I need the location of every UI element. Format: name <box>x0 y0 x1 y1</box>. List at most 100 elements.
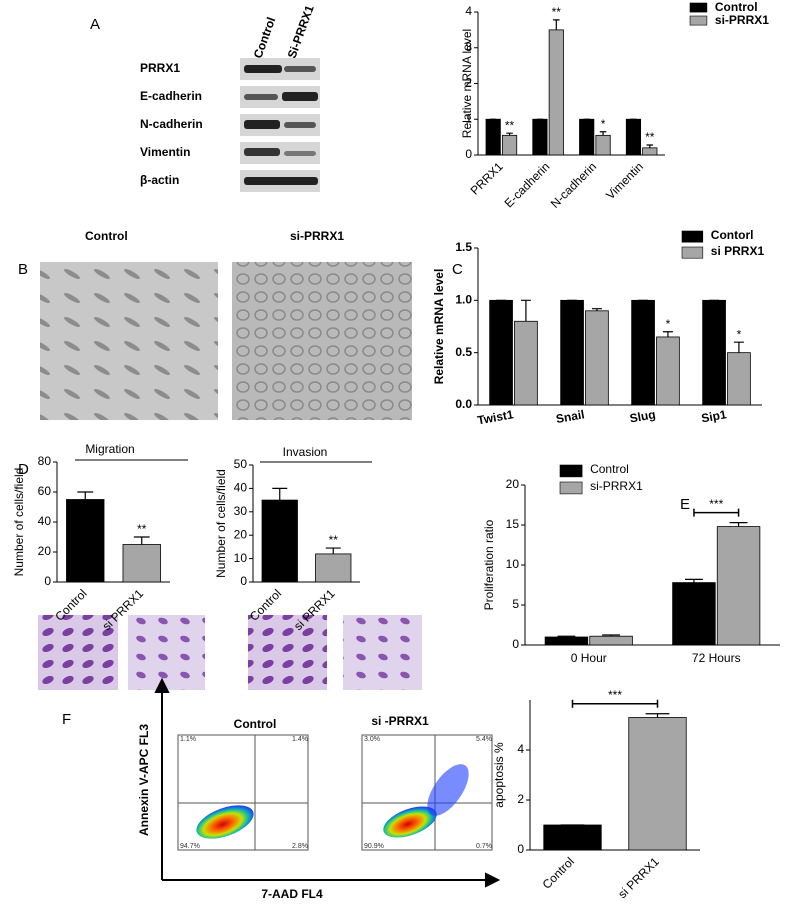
y-tick-label: 0 <box>465 147 472 161</box>
bar <box>585 310 609 406</box>
bar <box>315 553 352 583</box>
quadrant-label: 1.4% <box>292 736 308 743</box>
annotation: ** <box>329 533 339 547</box>
image-label: Control <box>85 229 128 243</box>
y-tick-label: 1 <box>465 111 472 125</box>
legend-label: Contorl <box>711 228 754 242</box>
annotation: * <box>666 317 671 331</box>
error-bar <box>602 634 620 637</box>
annotation: ** <box>505 118 515 132</box>
cell-image <box>40 262 218 420</box>
protein-label: PRRX1 <box>140 61 180 75</box>
legend-label: si-PRRX1 <box>715 13 769 27</box>
bar <box>589 635 633 646</box>
error-bar <box>272 487 288 501</box>
annotation: *** <box>608 688 622 702</box>
protein-label: E-cadherin <box>140 89 202 103</box>
error-bar <box>685 578 703 583</box>
legend-swatch <box>689 15 708 26</box>
bar <box>485 118 501 156</box>
x-tick-label: N-cadherin <box>548 159 599 210</box>
y-tick-label: 4 <box>465 4 472 18</box>
blot <box>240 58 320 192</box>
error-bar <box>506 132 513 136</box>
bar <box>261 499 298 583</box>
axis-label: Annexin V-APC FL3 <box>137 724 151 836</box>
y-tick-label: 2 <box>517 792 524 806</box>
x-tick-label: Slug <box>629 407 657 425</box>
y-tick-label: 15 <box>506 517 520 531</box>
bar <box>642 147 658 156</box>
error-bar <box>729 522 748 527</box>
y-tick-label: 3 <box>465 40 472 54</box>
x-tick-label: Control <box>540 854 577 891</box>
bar <box>514 320 538 406</box>
annotation: ** <box>552 5 562 19</box>
annotation: *** <box>709 497 723 511</box>
legend-swatch <box>559 464 583 478</box>
legend-swatch <box>559 481 583 495</box>
flow-plot <box>177 734 493 851</box>
bar <box>727 352 751 406</box>
y-tick-label: 0 <box>512 637 519 651</box>
y-tick-label: 4 <box>517 742 524 756</box>
y-tick-label: 10 <box>234 551 248 565</box>
bar <box>560 299 584 406</box>
y-tick-label: 0.0 <box>455 397 472 411</box>
y-tick-label: 10 <box>506 557 520 571</box>
quadrant-label: 0.7% <box>476 843 492 850</box>
quadrant-label: 3.0% <box>364 736 380 743</box>
y-axis-label: Number of cells/field <box>214 469 228 578</box>
bracket <box>693 508 740 517</box>
error-bar <box>646 144 654 148</box>
y-axis-label: Proliferation ratio <box>482 519 496 610</box>
annotation: ** <box>137 522 147 536</box>
y-tick-label: 5 <box>512 597 519 611</box>
bar <box>501 134 518 156</box>
bar <box>66 499 105 583</box>
legend-label: Control <box>590 462 629 476</box>
quadrant-label: 1.1% <box>180 736 196 743</box>
bar <box>595 134 611 156</box>
error-bar <box>553 19 560 30</box>
y-axis-label: Relative mRNA level <box>460 29 474 138</box>
error-bar <box>520 299 531 322</box>
axis-arrow <box>154 677 501 888</box>
quadrant-label: 2.8% <box>292 843 308 850</box>
bar <box>716 526 761 646</box>
y-tick-label: 1.0 <box>455 293 472 307</box>
stain-image <box>128 615 205 690</box>
bar <box>579 118 595 156</box>
lane-label: Control <box>251 15 279 60</box>
quadrant-label: 94.7% <box>180 843 200 850</box>
y-tick-label: 60 <box>38 484 52 498</box>
bar <box>489 299 513 406</box>
y-tick-label: 40 <box>38 514 52 528</box>
annotation: * <box>601 117 606 131</box>
x-tick-label: Vimentin <box>603 159 646 202</box>
quadrant-label: 90.9% <box>364 843 384 850</box>
bar <box>656 336 680 406</box>
error-bar <box>733 341 744 353</box>
y-tick-label: 1.5 <box>455 240 472 254</box>
x-tick-label: Twist1 <box>476 407 515 427</box>
legend-label: si PRRX1 <box>711 244 765 258</box>
axis-label: 7-AAD FL4 <box>261 887 323 901</box>
bar <box>543 824 602 851</box>
error-bar <box>557 635 576 637</box>
y-tick-label: 40 <box>234 481 248 495</box>
legend-label: Control <box>715 0 758 14</box>
y-tick-label: 0 <box>44 574 51 588</box>
panel-letter: C <box>452 261 463 278</box>
error-bar <box>591 308 602 311</box>
legend-swatch <box>689 2 708 13</box>
legend-swatch <box>681 246 704 259</box>
quadrant-label: 5.4% <box>476 736 492 743</box>
stain-image <box>38 615 118 690</box>
x-tick-label: Sip1 <box>700 407 728 425</box>
panel-letter: F <box>62 711 71 728</box>
error-bar <box>325 547 341 554</box>
stain-image <box>248 615 327 690</box>
legend-label: si-PRRX1 <box>590 479 643 493</box>
y-axis-label: Number of cells/field <box>12 468 26 577</box>
